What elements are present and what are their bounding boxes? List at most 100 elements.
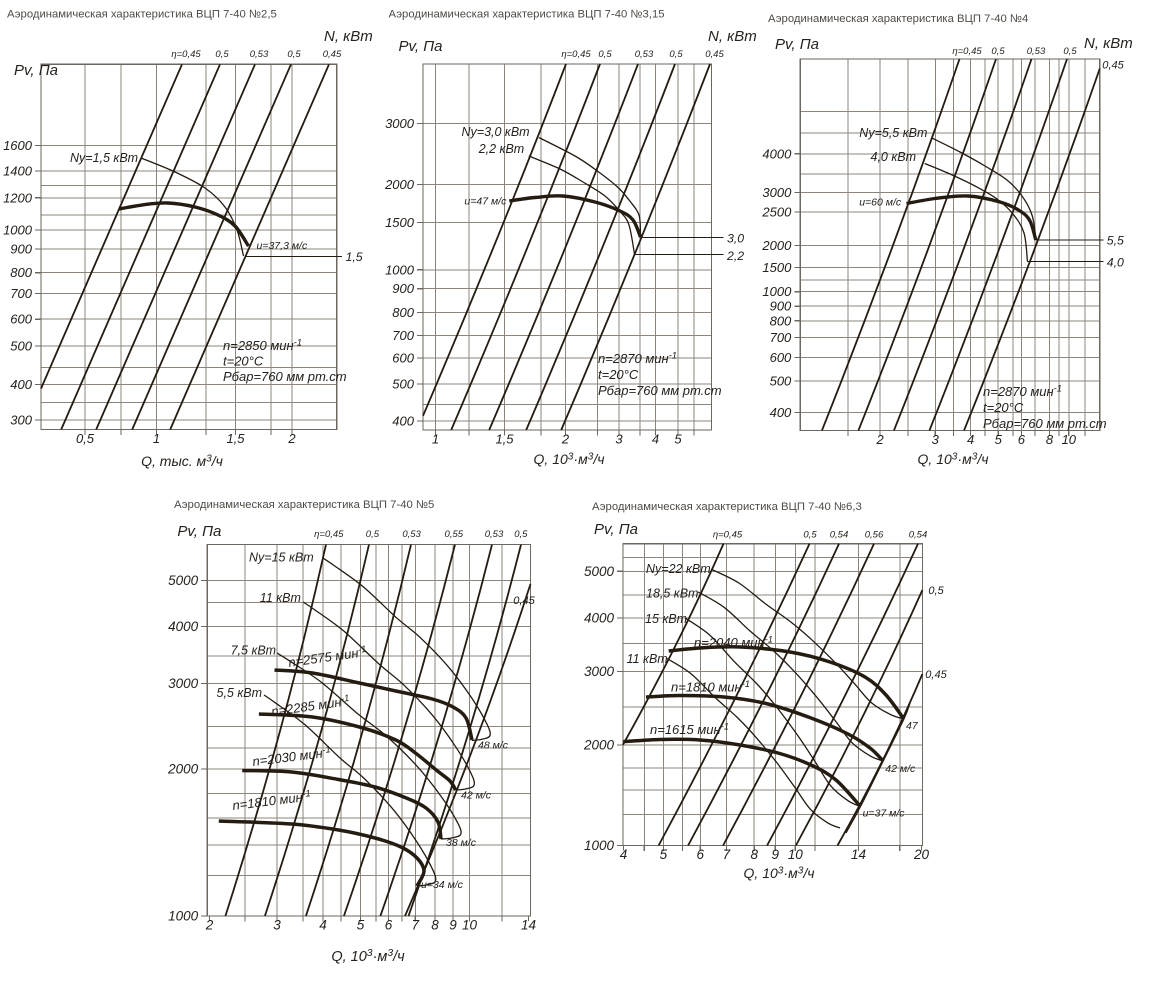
svg-text:5: 5 [995, 432, 1003, 447]
svg-text:47: 47 [906, 720, 919, 732]
svg-text:0,45: 0,45 [323, 49, 342, 60]
svg-text:t=20°C: t=20°C [223, 354, 264, 369]
svg-text:0,5: 0,5 [803, 530, 817, 541]
svg-text:2: 2 [561, 432, 570, 447]
svg-text:Ny=15 кВт: Ny=15 кВт [249, 551, 314, 565]
svg-text:n=2040 мин-1: n=2040 мин-1 [694, 634, 773, 650]
svg-text:4000: 4000 [168, 619, 199, 634]
svg-text:N, кВт: N, кВт [1084, 35, 1133, 52]
svg-text:1500: 1500 [385, 215, 415, 230]
svg-text:5,5: 5,5 [1107, 234, 1124, 248]
svg-text:800: 800 [392, 305, 414, 320]
svg-text:N, кВт: N, кВт [324, 28, 373, 45]
svg-text:5: 5 [660, 847, 668, 862]
svg-text:t=20°C: t=20°C [598, 367, 639, 382]
svg-text:Q, тыс. м3/ч: Q, тыс. м3/ч [141, 453, 223, 469]
svg-text:10: 10 [462, 918, 478, 933]
svg-text:8: 8 [750, 847, 758, 862]
svg-text:4: 4 [319, 918, 327, 933]
svg-text:1,5: 1,5 [495, 432, 514, 447]
svg-text:2000: 2000 [583, 738, 615, 753]
svg-text:900: 900 [10, 242, 32, 257]
svg-text:0,54: 0,54 [909, 530, 928, 541]
svg-text:1,5: 1,5 [226, 431, 245, 446]
svg-text:1: 1 [153, 431, 160, 446]
svg-text:3: 3 [932, 432, 940, 447]
svg-text:2000: 2000 [761, 238, 792, 253]
svg-text:700: 700 [770, 330, 792, 345]
svg-text:15 кВт: 15 кВт [645, 612, 687, 626]
svg-text:Аэродинамическая характеристик: Аэродинамическая характеристика ВЦП 7-40… [7, 9, 277, 21]
svg-text:4: 4 [620, 847, 628, 862]
svg-text:5000: 5000 [584, 564, 615, 579]
svg-text:8: 8 [1046, 432, 1054, 447]
svg-text:0,5: 0,5 [928, 585, 944, 597]
svg-text:600: 600 [770, 350, 792, 365]
svg-text:0,5: 0,5 [215, 49, 229, 60]
svg-text:1000: 1000 [385, 262, 415, 277]
svg-text:0,45: 0,45 [705, 49, 724, 60]
svg-text:11 кВт: 11 кВт [627, 652, 668, 666]
svg-text:Q, 103·м3/ч: Q, 103·м3/ч [331, 948, 405, 965]
svg-text:10: 10 [1062, 432, 1077, 447]
svg-text:2: 2 [875, 432, 884, 447]
svg-text:9: 9 [772, 847, 780, 862]
svg-text:900: 900 [770, 299, 792, 314]
svg-text:6: 6 [697, 847, 705, 862]
svg-text:10: 10 [788, 847, 804, 862]
svg-text:Рбар=760 мм рт.ст: Рбар=760 мм рт.ст [598, 383, 722, 398]
svg-text:Аэродинамическая характеристик: Аэродинамическая характеристика ВЦП 7-40… [592, 501, 862, 513]
svg-text:0,5: 0,5 [514, 529, 528, 540]
svg-text:700: 700 [10, 286, 32, 301]
svg-text:t=20°C: t=20°C [983, 400, 1024, 415]
svg-text:1000: 1000 [762, 284, 792, 299]
svg-text:0,5: 0,5 [669, 49, 683, 60]
svg-text:Рбар=760 мм рт.ст: Рбар=760 мм рт.ст [223, 369, 347, 384]
svg-text:N, кВт: N, кВт [708, 28, 757, 45]
svg-text:1: 1 [432, 432, 439, 447]
svg-text:η=0,45: η=0,45 [561, 49, 591, 60]
svg-text:Pv, Па: Pv, Па [14, 62, 58, 79]
svg-text:400: 400 [770, 405, 792, 420]
svg-text:4000: 4000 [762, 146, 792, 161]
svg-text:Pv, Па: Pv, Па [399, 38, 443, 55]
svg-text:n=1615 мин-1: n=1615 мин-1 [650, 721, 729, 737]
svg-text:38 м/с: 38 м/с [446, 837, 477, 849]
svg-text:0,45: 0,45 [1102, 60, 1124, 72]
svg-text:Ny=22 кВт: Ny=22 кВт [646, 562, 711, 576]
svg-text:3: 3 [273, 918, 281, 933]
svg-text:400: 400 [10, 377, 32, 392]
svg-text:0,5: 0,5 [287, 49, 301, 60]
svg-text:0,5: 0,5 [991, 46, 1005, 57]
svg-text:0,53: 0,53 [485, 529, 504, 540]
svg-text:Q, 103·м3/ч: Q, 103·м3/ч [918, 451, 989, 467]
svg-text:n=2850 мин-1: n=2850 мин-1 [223, 337, 302, 353]
svg-text:η=0,45: η=0,45 [952, 46, 982, 57]
svg-text:Q, 103·м3/ч: Q, 103·м3/ч [744, 865, 815, 881]
svg-text:0,56: 0,56 [865, 530, 884, 541]
svg-text:u=37 м/с: u=37 м/с [863, 808, 906, 820]
svg-text:1600: 1600 [3, 138, 33, 153]
svg-text:Ny=3,0 кВт: Ny=3,0 кВт [462, 125, 530, 139]
svg-text:3000: 3000 [168, 676, 199, 691]
svg-text:14: 14 [521, 918, 536, 933]
svg-text:400: 400 [392, 414, 414, 429]
svg-text:n=2870 мин-1: n=2870 мин-1 [983, 383, 1062, 399]
svg-text:Аэродинамическая характеристик: Аэродинамическая характеристика ВЦП 7-40… [389, 9, 665, 21]
svg-text:η=0,45: η=0,45 [314, 529, 344, 540]
svg-text:u=34 м/с: u=34 м/с [421, 879, 464, 891]
svg-text:5,5 кВт: 5,5 кВт [217, 686, 263, 700]
svg-text:1,5: 1,5 [346, 250, 363, 264]
svg-text:700: 700 [392, 328, 414, 343]
svg-text:Ny=1,5 кВт: Ny=1,5 кВт [70, 151, 138, 165]
svg-text:0,53: 0,53 [250, 49, 269, 60]
svg-text:1000: 1000 [3, 223, 33, 238]
svg-text:2000: 2000 [167, 762, 199, 777]
svg-text:48 м/с: 48 м/с [478, 740, 509, 752]
svg-text:5000: 5000 [168, 573, 199, 588]
svg-text:500: 500 [770, 374, 792, 389]
svg-text:6: 6 [1018, 432, 1026, 447]
svg-text:7: 7 [723, 847, 731, 862]
svg-text:4: 4 [652, 432, 659, 447]
svg-text:800: 800 [10, 265, 32, 280]
